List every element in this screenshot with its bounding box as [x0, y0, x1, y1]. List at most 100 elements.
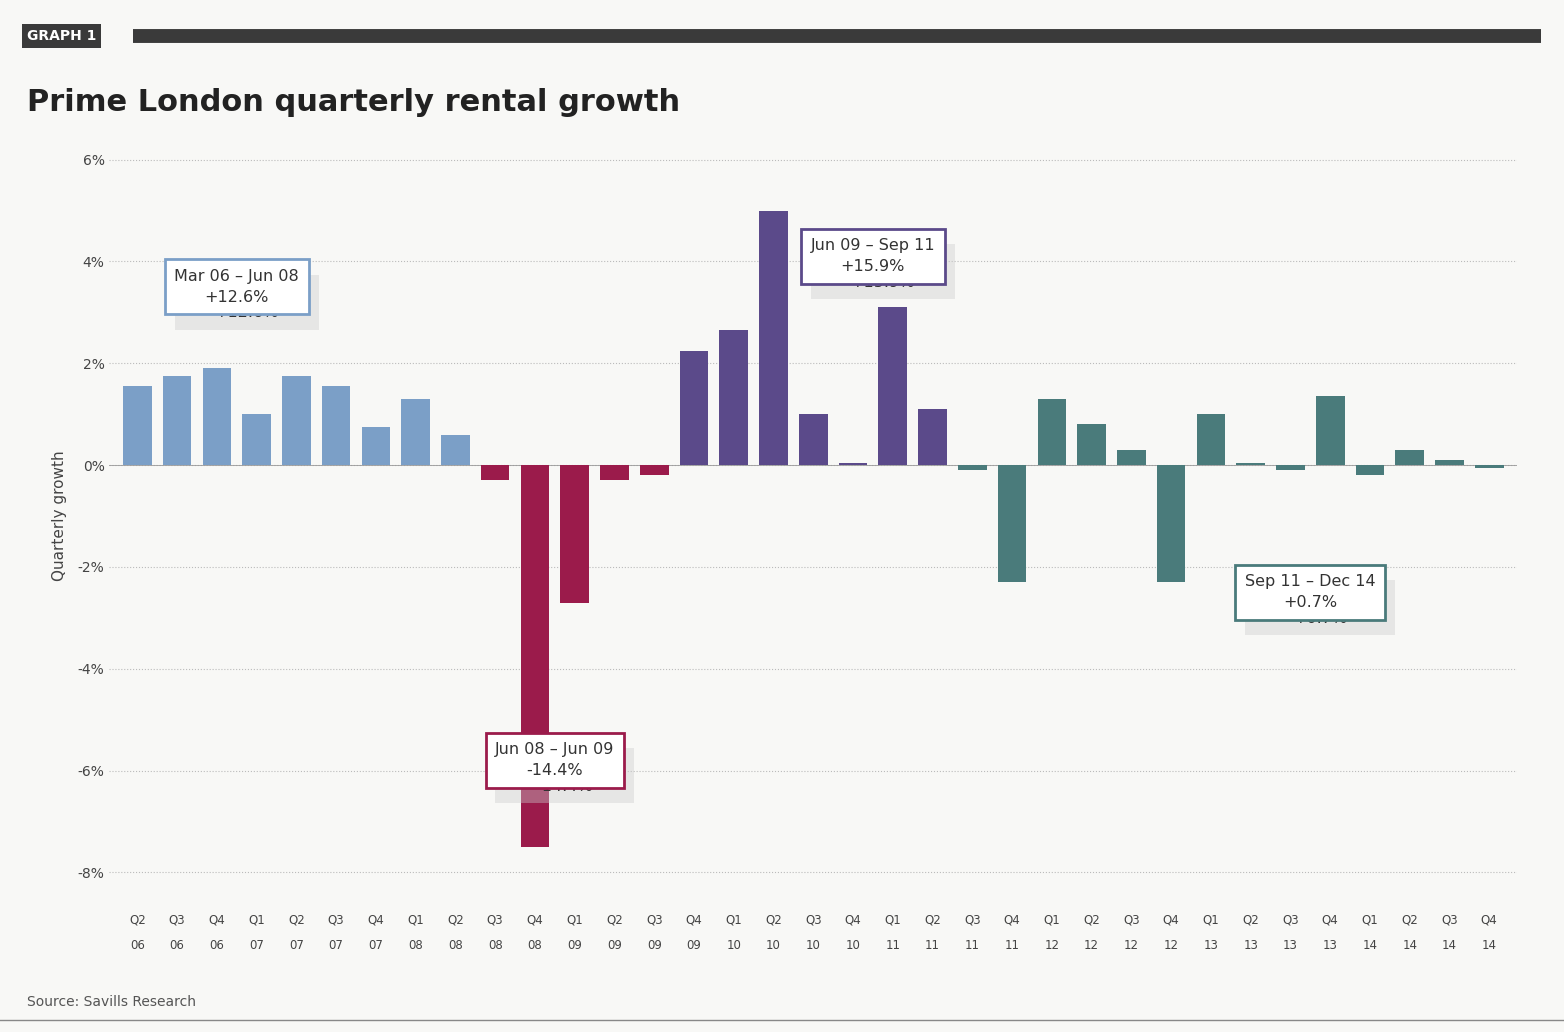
Text: 14: 14: [1403, 938, 1417, 952]
Bar: [1475, 465, 1503, 467]
Text: Q1: Q1: [566, 913, 583, 926]
Text: Q3: Q3: [169, 913, 186, 926]
Bar: [480, 465, 510, 480]
Bar: [719, 330, 748, 465]
Text: Q3: Q3: [1123, 913, 1140, 926]
Text: 12: 12: [1125, 938, 1139, 952]
Text: Q3: Q3: [1440, 913, 1458, 926]
Bar: [242, 414, 271, 465]
Bar: [361, 427, 389, 465]
Text: 06: 06: [130, 938, 145, 952]
Text: 07: 07: [289, 938, 303, 952]
Text: 07: 07: [369, 938, 383, 952]
Text: Q2: Q2: [1401, 913, 1419, 926]
Text: Q1: Q1: [884, 913, 901, 926]
Bar: [163, 376, 191, 465]
Text: Q1: Q1: [726, 913, 743, 926]
Text: Q2: Q2: [128, 913, 145, 926]
Text: Source: Savills Research: Source: Savills Research: [27, 995, 196, 1009]
Bar: [1356, 465, 1384, 476]
Bar: [1196, 414, 1225, 465]
Bar: [560, 465, 590, 603]
Text: 13: 13: [1323, 938, 1337, 952]
Bar: [838, 462, 868, 465]
Text: Prime London quarterly rental growth: Prime London quarterly rental growth: [27, 88, 680, 117]
Bar: [1157, 465, 1186, 582]
Bar: [441, 434, 469, 465]
Text: Q3: Q3: [963, 913, 981, 926]
Text: Jun 09 – Sep 11
+15.9%: Jun 09 – Sep 11 +15.9%: [821, 254, 945, 290]
Text: 07: 07: [249, 938, 264, 952]
Text: 13: 13: [1203, 938, 1218, 952]
Text: 11: 11: [924, 938, 940, 952]
Bar: [521, 465, 549, 847]
Text: Q2: Q2: [1084, 913, 1099, 926]
Text: 12: 12: [1045, 938, 1059, 952]
Text: Q4: Q4: [1004, 913, 1020, 926]
Bar: [1395, 450, 1425, 465]
Text: 11: 11: [1004, 938, 1020, 952]
Text: 08: 08: [447, 938, 463, 952]
Text: 10: 10: [766, 938, 780, 952]
Text: 06: 06: [169, 938, 185, 952]
Text: Jun 08 – Jun 09
-14.4%: Jun 08 – Jun 09 -14.4%: [496, 742, 615, 778]
Text: 13: 13: [1282, 938, 1298, 952]
Text: Jun 08 – Jun 09
-14.4%: Jun 08 – Jun 09 -14.4%: [505, 757, 624, 794]
Text: Q4: Q4: [527, 913, 543, 926]
Bar: [1436, 460, 1464, 465]
Text: 12: 12: [1164, 938, 1179, 952]
Text: 08: 08: [527, 938, 543, 952]
Text: Q3: Q3: [805, 913, 821, 926]
Text: Q1: Q1: [407, 913, 424, 926]
Text: 09: 09: [607, 938, 622, 952]
Text: 14: 14: [1362, 938, 1378, 952]
Text: Q2: Q2: [288, 913, 305, 926]
Text: Mar 06 – Jun 08
+12.6%: Mar 06 – Jun 08 +12.6%: [185, 284, 310, 320]
Bar: [879, 308, 907, 465]
Text: 09: 09: [647, 938, 662, 952]
Text: 10: 10: [805, 938, 821, 952]
Bar: [124, 386, 152, 465]
Text: 14: 14: [1442, 938, 1458, 952]
Text: Q2: Q2: [447, 913, 465, 926]
Bar: [998, 465, 1026, 582]
Text: GRAPH 1: GRAPH 1: [27, 29, 95, 43]
Bar: [959, 465, 987, 471]
Text: 09: 09: [568, 938, 582, 952]
Bar: [601, 465, 629, 480]
Text: Q3: Q3: [328, 913, 344, 926]
Bar: [402, 399, 430, 465]
Bar: [1117, 450, 1146, 465]
Text: Q4: Q4: [845, 913, 862, 926]
Text: 06: 06: [210, 938, 224, 952]
Text: Mar 06 – Jun 08
+12.6%: Mar 06 – Jun 08 +12.6%: [174, 269, 299, 304]
Y-axis label: Quarterly growth: Quarterly growth: [52, 451, 67, 581]
Bar: [1315, 396, 1345, 465]
Bar: [640, 465, 668, 476]
Bar: [202, 368, 231, 465]
Text: Q4: Q4: [368, 913, 385, 926]
Text: 10: 10: [726, 938, 741, 952]
Text: Q2: Q2: [1242, 913, 1259, 926]
Text: Q1: Q1: [1362, 913, 1378, 926]
Text: 14: 14: [1481, 938, 1497, 952]
Bar: [1276, 465, 1304, 471]
Text: Q2: Q2: [607, 913, 622, 926]
Bar: [759, 211, 788, 465]
Text: Q3: Q3: [1282, 913, 1298, 926]
Text: Q4: Q4: [685, 913, 702, 926]
Text: 11: 11: [885, 938, 901, 952]
Text: Q1: Q1: [1043, 913, 1060, 926]
Text: Jun 09 – Sep 11
+15.9%: Jun 09 – Sep 11 +15.9%: [810, 238, 935, 275]
Bar: [799, 414, 827, 465]
Bar: [1078, 424, 1106, 465]
Text: Q3: Q3: [486, 913, 504, 926]
Bar: [918, 409, 946, 465]
Text: Q1: Q1: [1203, 913, 1220, 926]
Text: Q4: Q4: [208, 913, 225, 926]
Bar: [680, 351, 708, 465]
Text: 09: 09: [687, 938, 701, 952]
Text: 13: 13: [1243, 938, 1257, 952]
Text: Sep 11 – Dec 14
+0.7%: Sep 11 – Dec 14 +0.7%: [1254, 589, 1386, 625]
Text: Q3: Q3: [646, 913, 663, 926]
